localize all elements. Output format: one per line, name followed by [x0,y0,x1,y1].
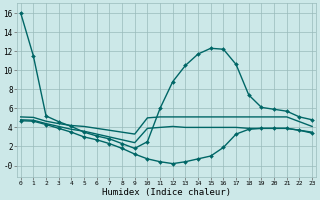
X-axis label: Humidex (Indice chaleur): Humidex (Indice chaleur) [102,188,231,197]
